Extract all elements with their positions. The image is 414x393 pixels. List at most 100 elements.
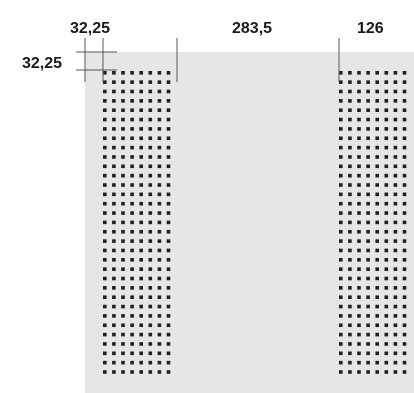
- perforation-hole: [393, 99, 398, 103]
- perforation-hole: [166, 99, 171, 103]
- perforation-hole: [402, 127, 407, 131]
- perforation-hole: [375, 211, 379, 215]
- perforation-hole: [384, 80, 389, 84]
- perforation-hole: [112, 145, 116, 150]
- perforation-hole: [157, 145, 162, 150]
- perforation-hole: [103, 164, 107, 169]
- perforation-hole: [366, 220, 370, 225]
- perforation-hole: [121, 220, 125, 225]
- perforation-hole: [166, 360, 171, 365]
- perforation-hole: [130, 351, 134, 356]
- perforation-hole: [166, 276, 171, 281]
- perforation-hole: [130, 136, 134, 141]
- perforation-hole: [348, 351, 352, 356]
- perforation-hole: [166, 173, 171, 178]
- perforation-hole: [166, 127, 171, 131]
- perforation-hole: [157, 276, 162, 281]
- perforation-hole: [121, 286, 125, 290]
- perforation-hole: [157, 360, 162, 365]
- perforation-hole: [130, 332, 134, 337]
- perforation-hole: [121, 173, 125, 178]
- perforation-hole: [157, 370, 162, 374]
- perforation-hole: [402, 370, 407, 374]
- perforation-hole: [384, 192, 389, 197]
- perforation-hole: [366, 211, 370, 215]
- perforation-hole: [402, 267, 407, 271]
- perforation-hole: [157, 220, 162, 225]
- perforation-hole: [166, 117, 171, 122]
- perforation-hole: [130, 220, 134, 225]
- perforation-hole: [402, 71, 407, 75]
- perforation-hole: [112, 80, 116, 84]
- perforation-hole: [357, 342, 361, 346]
- perforation-hole: [139, 370, 143, 374]
- perforation-hole: [393, 370, 398, 374]
- perforation-hole: [130, 211, 134, 215]
- perforation-hole: [375, 99, 379, 103]
- perforation-hole: [366, 267, 370, 271]
- perforation-hole: [103, 136, 107, 141]
- perforation-hole: [384, 155, 389, 159]
- perforation-hole: [103, 155, 107, 159]
- perforation-hole: [103, 71, 107, 75]
- perforation-hole: [157, 286, 162, 290]
- perforation-hole: [339, 332, 343, 337]
- perforation-hole: [130, 342, 134, 346]
- perforation-hole: [366, 304, 370, 309]
- perforation-hole: [357, 370, 361, 374]
- perforation-hole: [157, 267, 162, 271]
- perforation-hole: [157, 80, 162, 84]
- perforation-hole: [339, 323, 343, 328]
- perforation-hole: [357, 145, 361, 150]
- perforation-hole: [402, 80, 407, 84]
- dimension-label-right-band: 126: [357, 20, 384, 37]
- perforation-hole: [121, 71, 125, 75]
- perforation-hole: [402, 332, 407, 337]
- perforation-hole: [375, 220, 379, 225]
- perforation-hole: [339, 304, 343, 309]
- perforation-hole: [366, 80, 370, 84]
- perforation-hole: [384, 229, 389, 234]
- perforation-hole: [348, 211, 352, 215]
- perforation-hole: [393, 173, 398, 178]
- perforation-hole: [103, 192, 107, 197]
- perforation-hole: [348, 117, 352, 122]
- perforation-hole: [130, 173, 134, 178]
- perforation-hole: [148, 351, 153, 356]
- perforation-hole: [384, 117, 389, 122]
- perforation-hole: [357, 286, 361, 290]
- perforation-hole: [148, 80, 153, 84]
- perforation-hole: [375, 267, 379, 271]
- perforation-hole: [148, 258, 153, 262]
- perforation-hole: [148, 276, 153, 281]
- perforation-hole: [112, 127, 116, 131]
- perforation-hole: [384, 71, 389, 75]
- perforation-hole: [121, 360, 125, 365]
- perforation-hole: [103, 314, 107, 318]
- perforation-hole: [166, 323, 171, 328]
- perforation-hole: [393, 258, 398, 262]
- perforation-hole: [366, 99, 370, 103]
- perforation-hole: [121, 248, 125, 253]
- perforation-hole: [348, 192, 352, 197]
- perforation-hole: [384, 360, 389, 365]
- perforation-hole: [112, 89, 116, 94]
- dimension-label-vertical-offset: 32,25: [22, 55, 63, 72]
- perforation-hole: [366, 314, 370, 318]
- perforation-hole: [148, 201, 153, 206]
- perforation-hole: [112, 332, 116, 337]
- perforation-hole: [375, 239, 379, 243]
- perforation-hole: [121, 183, 125, 187]
- perforation-hole: [103, 286, 107, 290]
- perforation-hole: [384, 108, 389, 112]
- perforation-hole: [121, 370, 125, 374]
- perforation-hole: [375, 192, 379, 197]
- perforation-hole: [148, 304, 153, 309]
- perforation-hole: [139, 276, 143, 281]
- perforation-hole: [402, 286, 407, 290]
- perforation-hole: [148, 183, 153, 187]
- perforation-hole: [130, 276, 134, 281]
- perforation-hole: [130, 117, 134, 122]
- perforation-hole: [402, 99, 407, 103]
- perforation-hole: [357, 220, 361, 225]
